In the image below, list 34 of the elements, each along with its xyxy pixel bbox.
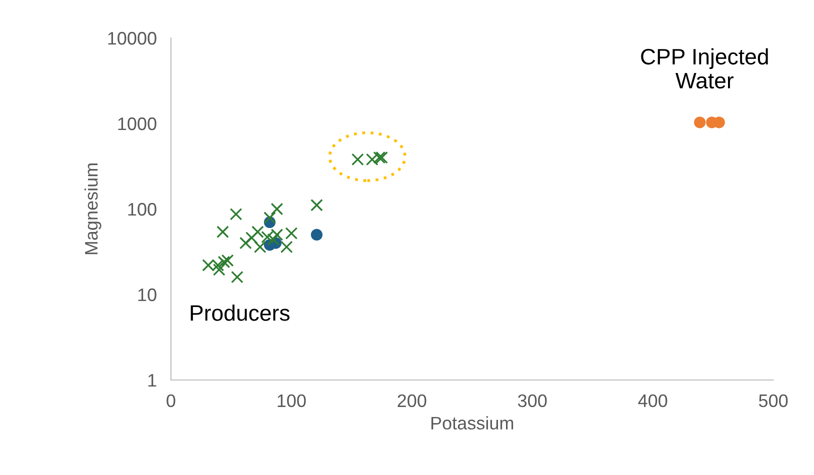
point bbox=[239, 236, 252, 250]
point bbox=[280, 240, 293, 254]
y-tick-label: 1 bbox=[148, 374, 156, 387]
point bbox=[230, 208, 242, 220]
point bbox=[285, 227, 298, 240]
annotation: CPP Injected Water bbox=[641, 48, 768, 89]
y-tick-label: 10000 bbox=[108, 32, 156, 45]
point bbox=[270, 202, 284, 216]
y-tick-label: 10 bbox=[138, 288, 156, 302]
y-tick-label: 1000 bbox=[118, 117, 156, 130]
y-axis-title: Magnesium bbox=[84, 164, 102, 254]
point bbox=[267, 233, 280, 246]
point bbox=[216, 226, 229, 238]
annotation: Producers bbox=[190, 304, 290, 321]
x-tick-label: 200 bbox=[398, 394, 426, 408]
point bbox=[264, 212, 276, 224]
x-axis-title: Potassium bbox=[431, 416, 514, 430]
point bbox=[694, 116, 706, 128]
point bbox=[310, 198, 323, 212]
x-tick-label: 500 bbox=[758, 394, 788, 408]
point bbox=[230, 270, 244, 284]
x-tick-label: 300 bbox=[518, 394, 547, 408]
point bbox=[251, 226, 264, 238]
x-tick-label: 0 bbox=[166, 394, 176, 408]
y-tick-label: 100 bbox=[128, 202, 156, 216]
point bbox=[245, 232, 258, 244]
point bbox=[351, 153, 364, 166]
point bbox=[218, 256, 230, 268]
point bbox=[310, 228, 323, 241]
point bbox=[221, 254, 234, 267]
x-tick-label: 400 bbox=[638, 394, 668, 408]
point bbox=[254, 240, 266, 254]
x-tick-label: 100 bbox=[278, 394, 306, 408]
point bbox=[212, 263, 226, 276]
